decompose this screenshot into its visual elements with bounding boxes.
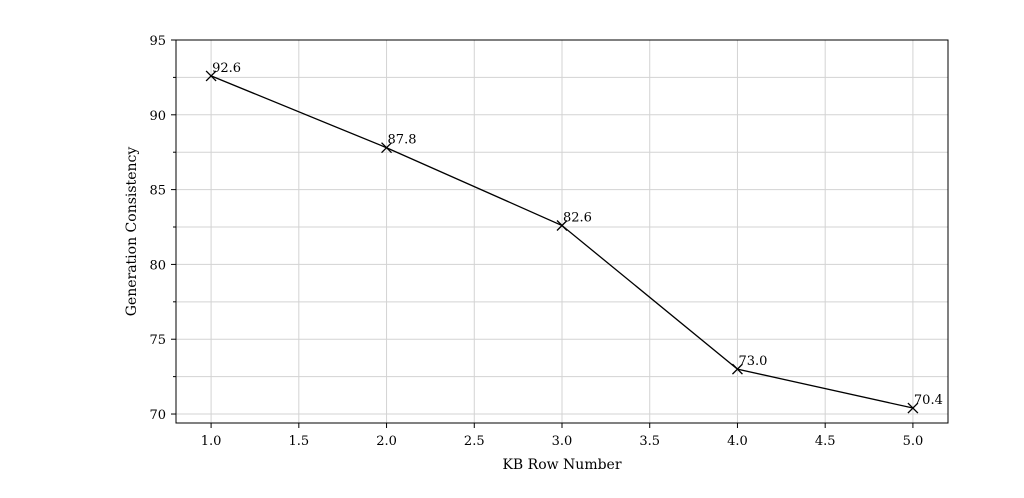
- data-point-marker: [907, 402, 919, 414]
- y-tick-label: 70: [149, 408, 166, 423]
- series: [205, 70, 919, 414]
- y-tick-label: 95: [149, 34, 166, 49]
- x-tick-label: 4.0: [727, 434, 748, 449]
- x-tick-label: 3.5: [639, 434, 660, 449]
- data-label: 87.8: [388, 133, 417, 148]
- data-label: 73.0: [738, 354, 767, 369]
- plot-frame: [175, 39, 949, 424]
- data-point-marker: [556, 220, 568, 231]
- data-point-marker: [381, 142, 393, 154]
- data-point-marker: [731, 363, 743, 375]
- data-label: 82.6: [563, 211, 592, 226]
- data-label: 70.4: [914, 393, 943, 408]
- y-tick-label: 90: [149, 109, 166, 124]
- x-tick-label: 2.5: [464, 434, 485, 449]
- data-point-marker: [205, 70, 217, 82]
- data-label: 92.6: [212, 61, 241, 76]
- axis-ticks: 1.0 1.5 2.0 2.5 3.0 3.5 4.0 4.5 5.0 70 75 80 85 90 95: [149, 34, 923, 449]
- x-tick-label: 1.5: [288, 434, 309, 449]
- grid: [176, 39, 948, 423]
- x-tick-label: 1.0: [201, 434, 222, 449]
- y-tick-label: 75: [149, 333, 166, 348]
- data-labels: 92.6 87.8 82.6 73.0 70.4: [212, 61, 943, 408]
- y-tick-label: 85: [149, 184, 166, 199]
- x-tick-label: 2.0: [376, 434, 397, 449]
- x-axis-label: KB Row Number: [502, 457, 621, 473]
- x-tick-label: 3.0: [552, 434, 573, 449]
- x-tick-label: 4.5: [815, 434, 836, 449]
- y-tick-label: 80: [149, 258, 166, 273]
- y-axis-label: Generation Consistency: [124, 147, 140, 317]
- x-tick-label: 5.0: [903, 434, 924, 449]
